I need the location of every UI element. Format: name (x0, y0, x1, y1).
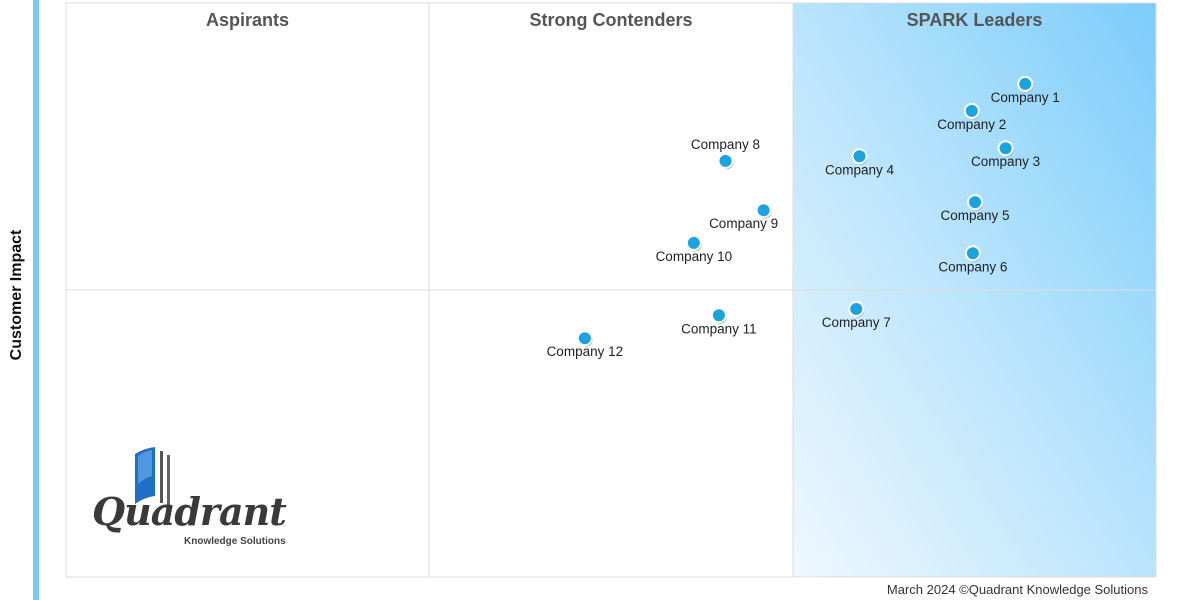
data-point (576, 330, 593, 347)
quadrant-logo: Quadrant Knowledge Solutions (92, 446, 302, 550)
data-point (851, 148, 868, 165)
data-point (963, 102, 980, 119)
data-point (755, 202, 772, 219)
data-label: Company 11 (681, 321, 757, 336)
data-point (967, 194, 984, 211)
logo-subtitle: Knowledge Solutions (184, 536, 286, 547)
data-label: Company 5 (941, 208, 1010, 223)
quadrant-label: SPARK Leaders (907, 10, 1043, 30)
data-point (710, 307, 727, 324)
data-label: Company 7 (822, 315, 891, 330)
data-point (1017, 75, 1034, 92)
data-label: Company 9 (709, 216, 778, 231)
data-label: Company 2 (937, 117, 1006, 132)
book-logo-icon (135, 447, 170, 505)
logo-wordmark: Quadrant (92, 489, 287, 534)
data-label: Company 1 (991, 90, 1060, 105)
data-label: Company 6 (938, 259, 1007, 274)
data-point (997, 140, 1014, 157)
quadrant-label: Aspirants (206, 10, 289, 30)
data-point (964, 245, 981, 262)
data-label: Company 8 (691, 137, 760, 152)
data-label: Company 12 (547, 344, 624, 359)
quadrant-label: Strong Contenders (529, 10, 692, 30)
data-point (848, 300, 865, 317)
data-point (717, 152, 734, 169)
data-label: Company 4 (825, 162, 895, 177)
left-accent-bar (33, 0, 39, 600)
copyright-footer: March 2024 ©Quadrant Knowledge Solutions (886, 582, 1148, 597)
data-label: Company 10 (656, 249, 733, 264)
data-point (685, 234, 702, 251)
data-label: Company 3 (971, 154, 1040, 169)
